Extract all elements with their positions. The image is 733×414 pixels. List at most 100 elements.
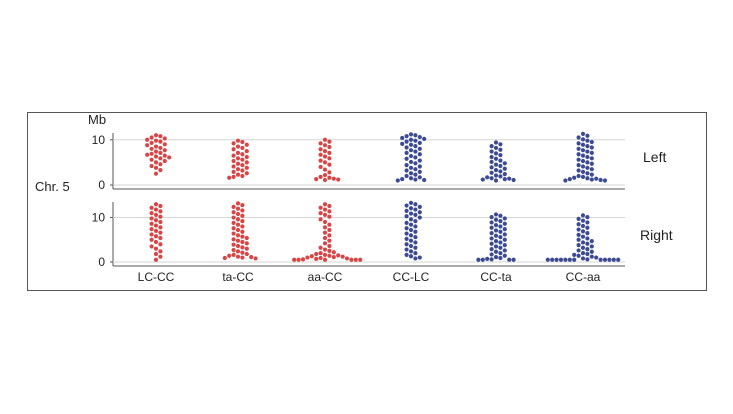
- data-point: [153, 257, 159, 262]
- data-point: [485, 256, 490, 261]
- data-point: [322, 172, 328, 178]
- data-point: [408, 233, 414, 238]
- data-point: [235, 211, 241, 217]
- data-point: [550, 257, 555, 262]
- data-point: [153, 212, 159, 217]
- data-point: [244, 241, 249, 246]
- y-tick-label: 0: [98, 178, 105, 192]
- data-point: [240, 234, 245, 239]
- data-point: [616, 257, 621, 262]
- data-point: [413, 251, 418, 256]
- data-point: [580, 164, 586, 169]
- data-point: [249, 255, 254, 260]
- data-point: [576, 173, 581, 179]
- data-point: [240, 163, 245, 168]
- data-point: [489, 154, 494, 160]
- data-point: [413, 229, 418, 234]
- data-point: [162, 148, 167, 153]
- category-label: CC-LC: [393, 270, 430, 284]
- data-point: [576, 216, 581, 221]
- data-point: [158, 249, 163, 254]
- data-point: [318, 174, 323, 179]
- data-point: [149, 157, 154, 162]
- data-point: [327, 227, 332, 233]
- data-point: [408, 142, 414, 147]
- data-point: [322, 257, 328, 262]
- panel-right: Right: [112, 202, 673, 267]
- data-point: [585, 215, 590, 220]
- data-point: [158, 214, 163, 219]
- data-point: [589, 177, 594, 182]
- data-point: [413, 235, 418, 240]
- data-point: [235, 167, 241, 172]
- dot-layer: [145, 131, 621, 262]
- data-point: [580, 223, 586, 229]
- data-point: [498, 153, 503, 158]
- data-point: [153, 218, 159, 223]
- data-point: [493, 239, 499, 244]
- data-point: [580, 158, 586, 164]
- data-point: [413, 138, 418, 143]
- data-point: [240, 224, 245, 229]
- data-point: [580, 169, 586, 174]
- data-point: [240, 250, 245, 255]
- data-point: [404, 168, 409, 173]
- data-point: [158, 209, 163, 214]
- data-point: [231, 158, 236, 164]
- data-point: [489, 252, 494, 257]
- data-point: [149, 205, 154, 210]
- unit-label: Mb: [88, 112, 106, 127]
- data-point: [149, 216, 154, 221]
- data-point: [231, 252, 236, 257]
- data-point: [576, 222, 581, 227]
- data-point: [589, 239, 594, 244]
- data-point: [327, 238, 332, 243]
- data-point: [507, 257, 512, 262]
- data-point: [404, 214, 409, 219]
- data-point: [327, 170, 332, 175]
- data-point: [408, 254, 414, 259]
- data-point: [149, 135, 154, 140]
- data-point: [162, 153, 167, 158]
- data-point: [611, 257, 616, 262]
- data-point: [344, 256, 350, 261]
- data-point: [585, 236, 590, 241]
- data-point: [400, 135, 405, 141]
- data-point: [244, 154, 249, 160]
- data-point: [404, 220, 409, 225]
- data-point: [413, 207, 418, 212]
- data-point: [314, 177, 319, 182]
- data-point: [158, 167, 163, 173]
- data-point: [408, 227, 414, 233]
- data-point: [502, 177, 507, 182]
- data-point: [149, 146, 154, 151]
- data-point: [417, 146, 422, 151]
- data-point: [158, 242, 163, 247]
- y-tick-label: 10: [92, 133, 106, 147]
- data-point: [153, 202, 159, 207]
- data-point: [149, 221, 154, 226]
- data-point: [327, 209, 332, 214]
- data-point: [580, 251, 586, 256]
- data-point: [158, 254, 163, 259]
- data-point: [417, 169, 422, 174]
- data-point: [253, 256, 258, 261]
- data-point: [580, 174, 586, 179]
- data-point: [580, 142, 586, 147]
- data-point: [322, 219, 328, 225]
- data-point: [408, 217, 414, 222]
- data-point: [417, 134, 422, 140]
- data-point: [589, 172, 594, 177]
- data-point: [235, 217, 241, 222]
- data-point: [580, 256, 586, 261]
- data-point: [502, 221, 507, 226]
- data-point: [417, 140, 422, 146]
- data-point: [598, 177, 603, 183]
- data-point: [240, 208, 245, 213]
- data-point: [408, 165, 414, 170]
- data-point: [322, 252, 328, 257]
- data-point: [493, 244, 499, 249]
- data-point: [235, 144, 241, 149]
- data-point: [408, 159, 414, 165]
- data-point: [327, 139, 332, 144]
